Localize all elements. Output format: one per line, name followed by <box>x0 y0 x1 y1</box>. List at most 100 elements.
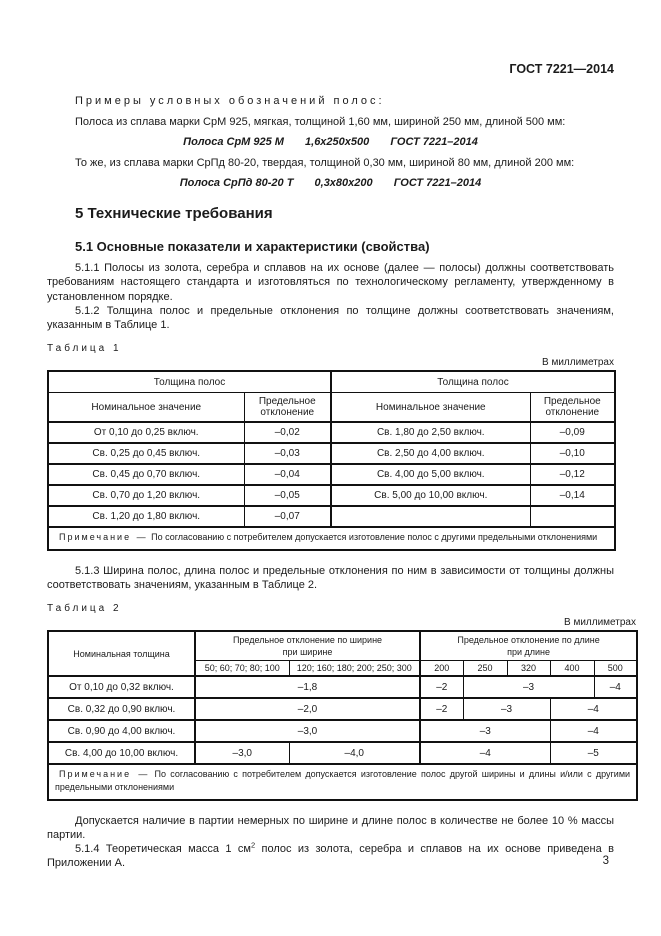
table-cell: –2 <box>419 697 464 721</box>
table-cell <box>529 505 616 528</box>
table-cell: –0,14 <box>529 484 616 507</box>
paragraph-lots: Допускается наличие в партии немерных по… <box>47 814 614 841</box>
table-row: Св. 0,45 до 0,70 включ. –0,04 Св. 4,00 д… <box>47 463 616 486</box>
examples-heading: Примеры условных обозначений полос: <box>75 95 385 107</box>
table-cell: 400 <box>549 660 595 678</box>
table-row: Толщина полос Толщина полос <box>47 370 616 394</box>
table-row: Св. 0,32 до 0,90 включ. –2,0 –2 –3 –4 <box>47 697 638 721</box>
note-dash: — <box>136 532 146 543</box>
table-cell: Св. 0,90 до 4,00 включ. <box>47 719 196 743</box>
note-label: Примечание <box>59 532 132 543</box>
paragraph-5-1-3: 5.1.3 Ширина полос, длина полос и предел… <box>47 564 614 591</box>
section-5-1-title: 5.1 Основные показатели и характеристики… <box>75 239 430 254</box>
table-cell: Св. 1,20 до 1,80 включ. <box>47 505 245 528</box>
table-2-note: Примечание — По согласованию с потребите… <box>47 763 638 801</box>
table-cell: От 0,10 до 0,32 включ. <box>47 675 196 699</box>
table-cell: 500 <box>593 660 638 678</box>
table-cell: –0,07 <box>243 505 332 528</box>
table-2-units: В миллиметрах <box>564 617 636 629</box>
table-2-label: Таблица 2 <box>47 603 122 615</box>
table-cell: –4 <box>419 741 551 765</box>
note-text: По согласованию с потребителем допускает… <box>55 769 631 793</box>
table-cell: Св. 4,00 до 5,00 включ. <box>330 463 531 486</box>
table-cell <box>330 505 531 528</box>
table-cell: –3 <box>419 719 551 743</box>
note-label: Примечание <box>59 769 132 780</box>
paragraph-5-1-1: 5.1.1 Полосы из золота, серебра и сплаво… <box>47 262 614 303</box>
table-cell: –4 <box>549 697 638 721</box>
table-1-note: Примечание — По согласованию с потребите… <box>47 526 616 551</box>
table-cell: –3,0 <box>193 719 421 743</box>
table-cell: Св. 1,80 до 2,50 включ. <box>330 421 531 444</box>
page-number: 3 <box>602 855 609 867</box>
table-2: Номинальная толщина Предельное отклонени… <box>47 630 639 801</box>
table-cell: –4 <box>593 675 638 699</box>
table-cell: Предельное отклонение <box>243 392 332 424</box>
table-cell: –4,0 <box>288 741 421 765</box>
table-cell: –2 <box>419 675 464 699</box>
designation-gost: ГОСТ 7221–2014 <box>393 177 482 189</box>
table-row: Св. 0,90 до 4,00 включ. –3,0 –3 –4 <box>47 719 638 743</box>
table-row: Св. 1,20 до 1,80 включ. –0,07 <box>47 505 616 528</box>
table-row: Св. 0,70 до 1,20 включ. –0,05 Св. 5,00 д… <box>47 484 616 507</box>
example-1-designation: Полоса СрМ 925 М 1,6х250х500 ГОСТ 7221–2… <box>47 136 614 148</box>
example-2-designation: Полоса СрПд 80-20 Т 0,3х80х200 ГОСТ 7221… <box>47 177 614 189</box>
table-cell: Предельное отклонение по длине при длине <box>419 630 638 662</box>
table-row: Номинальная толщина Предельное отклонени… <box>47 630 638 677</box>
table-cell: Св. 0,25 до 0,45 включ. <box>47 442 245 465</box>
table-cell: Номинальное значение <box>330 392 531 424</box>
table-cell: –1,8 <box>193 675 421 699</box>
paragraph-5-1-2: 5.1.2 Толщина полос и предельные отклоне… <box>47 304 614 332</box>
designation-name: Полоса СрПд 80-20 Т <box>179 177 294 189</box>
table-1-units: В миллиметрах <box>542 357 614 369</box>
table-cell: Св. 0,70 до 1,20 включ. <box>47 484 245 507</box>
table-cell: Номинальная толщина <box>47 630 196 677</box>
table-cell: –4 <box>549 719 638 743</box>
para-514-post: полос из золота, серебра и сплавов на их… <box>47 843 614 870</box>
example-1-description: Полоса из сплава марки СрМ 925, мягкая, … <box>75 116 566 128</box>
table-cell: –0,02 <box>243 421 332 444</box>
designation-name: Полоса СрМ 925 М <box>183 136 284 148</box>
table-cell: –3 <box>462 675 595 699</box>
table-row: Номинальное значение Предельное отклонен… <box>47 392 616 424</box>
table-row: Св. 0,25 до 0,45 включ. –0,03 Св. 2,50 д… <box>47 442 616 465</box>
group-width-line2: при ширине <box>282 647 333 658</box>
table-cell: 200 <box>419 660 464 678</box>
table-cell: 250 <box>462 660 508 678</box>
table-cell: 120; 160; 180; 200; 250; 300 <box>288 660 421 678</box>
designation-size: 1,6х250х500 <box>305 136 370 148</box>
section-5-title: 5 Технические требования <box>75 205 273 222</box>
table-row: Примечание — По согласованию с потребите… <box>47 763 638 801</box>
table-cell: –0,03 <box>243 442 332 465</box>
page-content: ГОСТ 7221—2014 Примеры условных обозначе… <box>47 0 639 871</box>
table-cell: Предельное отклонение по ширине при шири… <box>193 630 421 662</box>
table-cell: –0,12 <box>529 463 616 486</box>
table-cell: Св. 4,00 до 10,00 включ. <box>47 741 196 765</box>
table-cell: 320 <box>506 660 551 678</box>
para-514-pre: 5.1.4 Теоретическая масса 1 см <box>75 843 251 856</box>
table-cell: Толщина полос <box>47 370 332 394</box>
table-cell: Св. 5,00 до 10,00 включ. <box>330 484 531 507</box>
table-cell: Св. 2,50 до 4,00 включ. <box>330 442 531 465</box>
table-row: Примечание — По согласованию с потребите… <box>47 526 616 551</box>
table-1-label: Таблица 1 <box>47 343 122 355</box>
designation-gost: ГОСТ 7221–2014 <box>390 136 478 148</box>
table-cell: –0,04 <box>243 463 332 486</box>
table-cell: –0,10 <box>529 442 616 465</box>
group-width-line1: Предельное отклонение по ширине <box>232 635 383 646</box>
table-row: От 0,10 до 0,25 включ. –0,02 Св. 1,80 до… <box>47 421 616 444</box>
table-cell: –3,0 <box>194 741 290 765</box>
superscript-2: 2 <box>250 840 256 850</box>
table-cell: –0,05 <box>243 484 332 507</box>
table-cell: От 0,10 до 0,25 включ. <box>47 421 245 444</box>
table-cell: –3 <box>462 697 551 721</box>
table-cell: Предельное отклонение <box>529 392 616 424</box>
table-cell: –5 <box>549 741 638 765</box>
group-length-line1: Предельное отклонение по длине <box>457 635 600 646</box>
note-dash: — <box>138 769 148 780</box>
document-number: ГОСТ 7221—2014 <box>509 62 614 76</box>
table-cell: Толщина полос <box>330 370 616 394</box>
table-cell: –2,0 <box>193 697 421 721</box>
table-cell: 50; 60; 70; 80; 100 <box>194 660 290 678</box>
